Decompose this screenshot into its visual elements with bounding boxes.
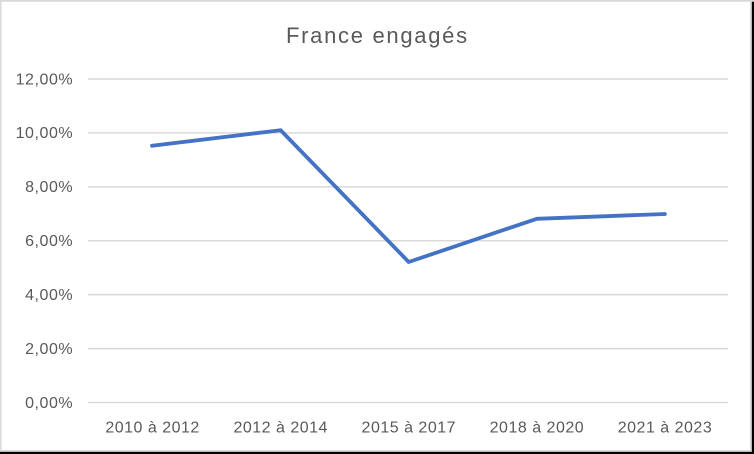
svg-text:8,00%: 8,00% — [25, 179, 73, 196]
svg-text:2010 à 2012: 2010 à 2012 — [105, 420, 199, 437]
svg-text:2,00%: 2,00% — [25, 341, 73, 358]
svg-text:0,00%: 0,00% — [25, 395, 73, 412]
svg-text:2015 à 2017: 2015 à 2017 — [362, 420, 456, 437]
svg-text:2018 à 2020: 2018 à 2020 — [490, 420, 584, 437]
svg-text:10,00%: 10,00% — [16, 125, 74, 142]
svg-text:2012 à 2014: 2012 à 2014 — [233, 420, 327, 437]
svg-text:6,00%: 6,00% — [25, 233, 73, 250]
svg-text:12,00%: 12,00% — [16, 71, 74, 88]
svg-text:4,00%: 4,00% — [25, 287, 73, 304]
svg-text:France engagés: France engagés — [286, 23, 469, 48]
svg-text:2021 à 2023: 2021 à 2023 — [618, 420, 712, 437]
